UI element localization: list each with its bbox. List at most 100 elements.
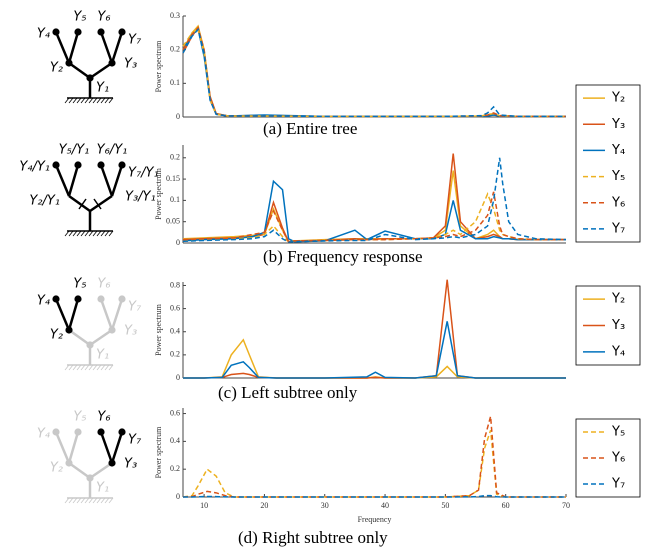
ground-hatch: [76, 230, 82, 237]
node-label: Y₄: [37, 427, 51, 442]
node-label: Y₇: [128, 33, 142, 48]
ground-hatch: [76, 497, 82, 504]
ground-hatch: [72, 497, 78, 504]
node-label: Y₅/Y₁: [59, 143, 90, 158]
series-line: [182, 179, 566, 243]
x-tick-label: 50: [441, 501, 449, 510]
node-label: Y₄: [37, 294, 51, 309]
tree-edge: [89, 461, 113, 480]
node-label: Y₅: [73, 277, 86, 292]
cut-mark: [93, 198, 102, 210]
node-label: Y₆: [97, 10, 110, 25]
tree-node: [97, 161, 105, 169]
tree-node: [65, 459, 73, 467]
ground-hatch: [84, 497, 90, 504]
legend-label: Y₅: [611, 425, 625, 440]
ground-hatch: [100, 497, 106, 504]
tree-node: [65, 59, 73, 67]
series-line: [182, 170, 566, 243]
ground-hatch: [96, 97, 102, 104]
node-label: Y₂: [50, 461, 63, 476]
ground-hatch: [96, 364, 102, 371]
y-tick-label: 0.2: [170, 464, 180, 473]
legend-label: Y₃: [611, 117, 625, 132]
ground-hatch: [88, 97, 94, 104]
tree-edge: [99, 31, 114, 64]
ground-hatch: [80, 230, 86, 237]
node-label: Y₃/Y₁: [125, 190, 156, 205]
series-line: [182, 153, 566, 243]
y-tick-label: 0.2: [170, 350, 180, 359]
node-label: Y₄: [37, 27, 51, 42]
node-label: Y₁: [96, 481, 109, 496]
ground-hatch: [80, 97, 86, 104]
tree-diagram: Y₁ Y₂ Y₃ Y₄ Y₅ Y₆ Y₇: [37, 277, 142, 371]
tree-edge: [110, 164, 124, 197]
tree-edge: [68, 61, 91, 80]
ground-hatch: [108, 230, 114, 237]
x-axis-label: Frequency: [358, 515, 392, 524]
tree-node: [86, 341, 94, 349]
y-tick-label: 0: [176, 238, 180, 247]
legend-label: Y₆: [611, 451, 625, 466]
series-line: [182, 192, 566, 243]
node-label: Y₃: [124, 57, 137, 72]
tree-edge: [110, 31, 124, 64]
node-label: Y₂/Y₁: [29, 194, 60, 209]
tree-edge: [89, 194, 113, 213]
series-line: [182, 24, 566, 118]
x-tick-label: 10: [200, 501, 208, 510]
ground-hatch: [64, 364, 70, 371]
tree-edge: [67, 298, 80, 331]
tree-node: [97, 295, 105, 303]
node-label: Y₆: [97, 410, 110, 425]
ground-hatch: [68, 497, 74, 504]
node-label: Y₃: [124, 457, 137, 472]
tree-edge: [54, 431, 71, 464]
tree-node: [52, 295, 60, 303]
y-tick-label: 0: [176, 112, 180, 121]
ground-hatch: [72, 97, 78, 104]
ground-hatch: [100, 230, 106, 237]
legend-label: Y₅: [611, 169, 625, 184]
tree-edge: [54, 31, 71, 64]
tree-edge: [99, 298, 114, 331]
tree-node: [118, 295, 126, 303]
y-tick-label: 0.3: [170, 11, 180, 20]
tree-node: [74, 295, 82, 303]
ground-hatch: [92, 230, 98, 237]
ground-hatch: [88, 364, 94, 371]
y-tick-label: 0.15: [166, 174, 180, 183]
tree-edge: [110, 431, 124, 464]
legend-label: Y₂: [611, 91, 625, 106]
y-axis-label: Power spectrum: [154, 40, 163, 93]
tree-node: [86, 74, 94, 82]
series-line: [182, 157, 567, 243]
y-tick-label: 0.4: [170, 436, 180, 445]
series-line: [182, 416, 566, 498]
ground-hatch: [92, 364, 98, 371]
tree-edge: [99, 431, 114, 464]
tree-node: [118, 428, 126, 436]
tree-edge: [89, 328, 113, 347]
series-line: [182, 28, 566, 118]
series-line: [183, 494, 566, 498]
node-label: Y₂: [50, 61, 63, 76]
ground-hatch: [80, 497, 86, 504]
x-tick-label: 70: [562, 501, 570, 510]
ground-hatch: [108, 497, 114, 504]
y-tick-label: 0.4: [170, 327, 180, 336]
caption: (d) Right subtree only: [238, 528, 388, 547]
x-tick-label: 20: [260, 501, 268, 510]
y-tick-label: 0.6: [170, 303, 180, 312]
legend-label: Y₄: [611, 143, 625, 158]
ground-hatch: [64, 230, 70, 237]
tree-node: [74, 428, 82, 436]
tree-node: [118, 161, 126, 169]
tree-node: [52, 161, 60, 169]
tree-edge: [67, 164, 80, 197]
cut-mark: [78, 198, 87, 210]
y-tick-label: 0.1: [170, 78, 180, 87]
node-label: Y₆: [97, 277, 110, 292]
ground-hatch: [104, 364, 110, 371]
